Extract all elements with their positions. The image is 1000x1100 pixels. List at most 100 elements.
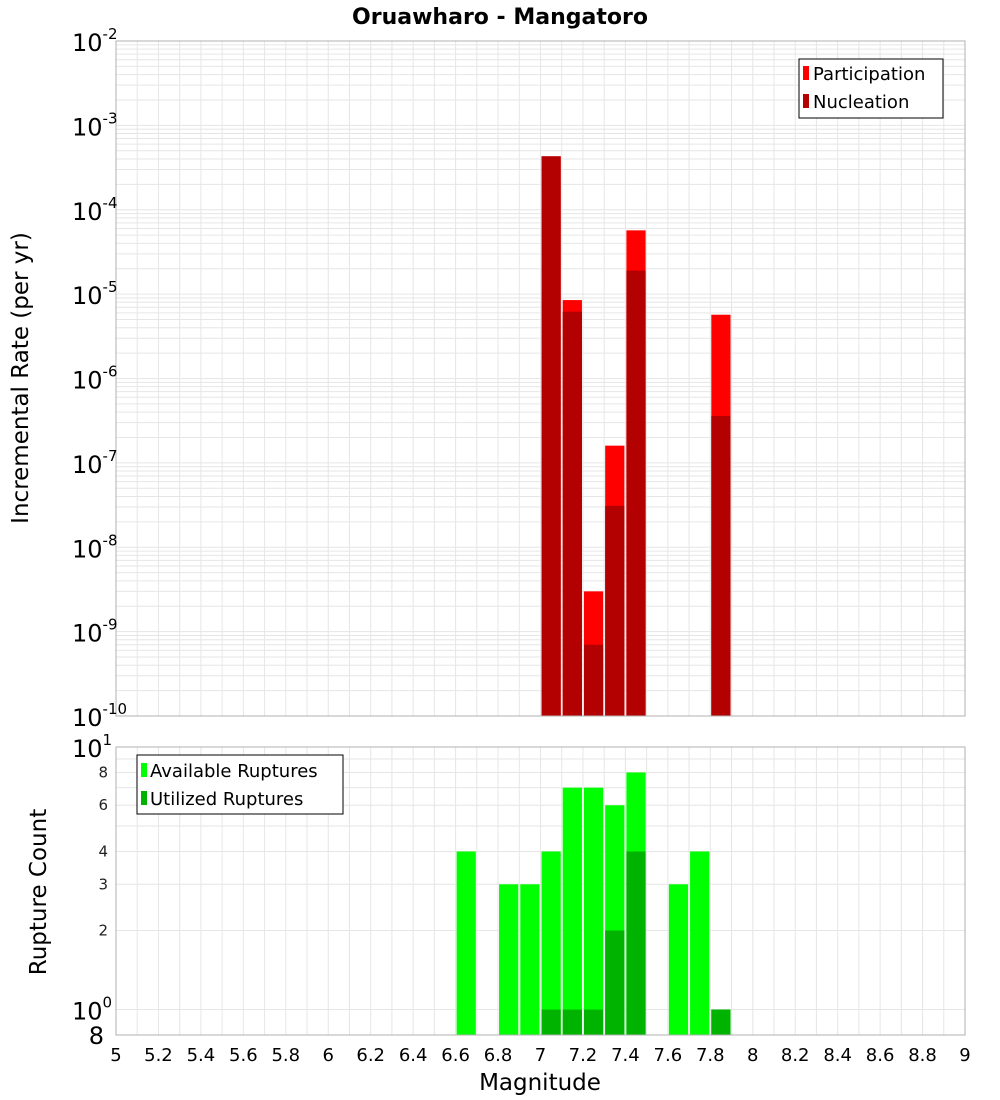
rate-y-tick-base: 10 (72, 451, 103, 479)
x-tick-label: 8.2 (781, 1045, 810, 1066)
x-tick-label: 5.6 (229, 1045, 258, 1066)
count-y-minor-tick-label: 6 (98, 796, 108, 814)
legend-available-swatch (141, 763, 147, 777)
count-bar-utilized-ruptures (626, 851, 646, 1035)
x-tick-label: 6.6 (441, 1045, 470, 1066)
legend-participation-label: Participation (813, 64, 925, 85)
rate-y-tick-label: 10-5 (72, 278, 118, 310)
count-bar-utilized-ruptures (711, 1009, 731, 1035)
rate-y-tick-label: 10-6 (72, 363, 118, 395)
x-tick-label: 5.4 (187, 1045, 216, 1066)
x-tick-label: 5.2 (144, 1045, 173, 1066)
count-y-minor-tick-label: 4 (98, 842, 108, 860)
rate-y-tick-base: 10 (72, 367, 103, 395)
x-tick-labels: 5 5.2 5.4 5.6 5.8 6 6.2 6.4 6.6 6.8 7 7.2 7.4 7.6 7.8 8… (110, 1045, 970, 1066)
count-plot-frame (115, 746, 966, 1036)
rate-bar-nucleation (541, 156, 561, 717)
count-grid (115, 746, 966, 1035)
legend-utilized-swatch (141, 791, 147, 805)
x-tick-label: 6.8 (484, 1045, 513, 1066)
rate-y-tick-label: 10-3 (72, 109, 118, 141)
rate-y-tick-exponent: -4 (103, 194, 118, 212)
count-bar-available-ruptures (520, 884, 540, 1035)
rate-bars (541, 156, 731, 717)
count-bar-utilized-ruptures (541, 1009, 561, 1035)
rate-y-tick-exponent: -5 (103, 278, 118, 296)
count-bars (456, 772, 731, 1035)
count-y-tick-exponent: 0 (103, 994, 113, 1012)
count-y-tick-label: 101 (72, 731, 112, 763)
rate-bar-nucleation (711, 415, 731, 716)
count-y-tick-label: 100 (72, 994, 112, 1026)
x-tick-label: 8.4 (823, 1045, 852, 1066)
count-bar-available-ruptures (541, 851, 561, 1035)
rate-grid (115, 41, 966, 717)
rate-y-tick-exponent: -6 (103, 363, 118, 381)
rate-legend: Participation Nucleation (798, 58, 944, 119)
rate-bar-nucleation (562, 311, 582, 716)
count-y-minor-tick-label: 8 (89, 1022, 104, 1050)
rate-y-tick-exponent: -9 (103, 616, 118, 634)
rate-y-tick-base: 10 (72, 198, 103, 226)
legend-participation-swatch (803, 66, 809, 80)
rate-y-tick-base: 10 (72, 282, 103, 310)
x-tick-label: 8.8 (908, 1045, 937, 1066)
rate-y-tick-label: 10-7 (72, 447, 118, 479)
count-y-axis-label: Rupture Count (26, 809, 52, 975)
rate-bar-nucleation (605, 505, 625, 716)
rate-y-tick-label: 10-10 (72, 700, 127, 732)
rate-legend-box (798, 58, 944, 119)
rate-y-tick-base: 10 (72, 535, 103, 563)
count-bar-available-ruptures (668, 884, 689, 1035)
rate-y-tick-label: 10-8 (72, 531, 118, 563)
x-tick-label: 6.2 (356, 1045, 385, 1066)
count-y-minor-tick-label: 3 (98, 875, 108, 893)
count-y-tick-base: 10 (72, 998, 103, 1026)
count-bar-utilized-ruptures (605, 930, 625, 1035)
count-y-minor-tick-label: 8 (98, 763, 108, 781)
x-tick-label: 6.4 (399, 1045, 428, 1066)
count-bar-available-ruptures (456, 851, 476, 1035)
rate-plot-frame (115, 40, 966, 717)
rate-y-tick-exponent: -2 (103, 25, 118, 43)
chart-title: Oruawharo - Mangatoro (352, 5, 648, 30)
x-tick-label: 7 (535, 1045, 546, 1066)
count-bar-utilized-ruptures (583, 1009, 604, 1035)
x-tick-label: 5.8 (271, 1045, 300, 1066)
x-tick-label: 8.6 (866, 1045, 895, 1066)
rate-y-tick-base: 10 (72, 113, 103, 141)
x-tick-label: 7.4 (611, 1045, 640, 1066)
x-tick-label: 6 (323, 1045, 334, 1066)
count-bar-utilized-ruptures (562, 1009, 582, 1035)
x-tick-label: 8 (747, 1045, 758, 1066)
rate-y-axis-label: Incremental Rate (per yr) (8, 232, 34, 524)
rate-y-tick-label: 10-4 (72, 194, 118, 226)
count-bar-available-ruptures (562, 787, 582, 1035)
legend-nucleation-label: Nucleation (813, 92, 909, 113)
rate-y-tick-exponent: -7 (103, 447, 118, 465)
x-axis-label: Magnitude (479, 1070, 601, 1096)
count-legend-box (136, 754, 344, 815)
legend-nucleation-swatch (803, 94, 809, 108)
count-bar-available-ruptures (690, 851, 710, 1035)
rate-y-tick-label: 10-9 (72, 616, 118, 648)
rate-y-tick-exponent: -3 (103, 109, 118, 127)
rate-bar-nucleation (583, 644, 604, 716)
rate-y-tick-base: 10 (72, 704, 103, 732)
count-bar-available-ruptures (583, 787, 604, 1035)
x-tick-label: 7.2 (569, 1045, 598, 1066)
rate-y-tick-base: 10 (72, 620, 103, 648)
rate-y-tick-base: 10 (72, 29, 103, 57)
legend-utilized-label: Utilized Ruptures (150, 789, 303, 810)
count-y-tick-base: 10 (72, 735, 103, 763)
x-tick-label: 7.8 (696, 1045, 725, 1066)
x-tick-label: 9 (959, 1045, 970, 1066)
count-y-tick-exponent: 1 (103, 731, 113, 749)
legend-available-label: Available Ruptures (150, 761, 318, 782)
rate-y-tick-exponent: -10 (103, 700, 128, 718)
